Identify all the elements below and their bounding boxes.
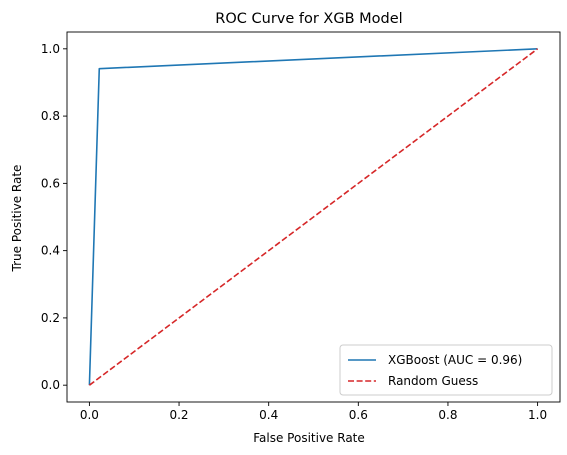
- x-tick-label-3: 0.6: [349, 408, 368, 422]
- x-tick-label-1: 0.2: [169, 408, 188, 422]
- legend-box: [339, 344, 553, 396]
- chart-title: ROC Curve for XGB Model: [215, 11, 402, 27]
- x-tick-label-4: 0.8: [438, 408, 457, 422]
- x-tick-label-0: 0.0: [80, 408, 99, 422]
- series-line-1: [88, 48, 539, 386]
- series-line-0: [88, 48, 538, 386]
- y-tick-label-0: 0.0: [41, 378, 60, 392]
- x-axis-label: False Positive Rate: [253, 431, 365, 445]
- legend: XGBoost (AUC = 0.96) Random Guess: [339, 344, 553, 396]
- y-tick-label-4: 0.8: [41, 109, 60, 123]
- x-tick-label-5: 1.0: [528, 408, 547, 422]
- legend-label-1: Random Guess: [388, 374, 478, 388]
- y-tick-label-1: 0.2: [41, 311, 60, 325]
- y-tick-label-5: 1.0: [41, 42, 60, 56]
- x-tick-label-2: 0.4: [259, 408, 278, 422]
- y-axis-label: True Positive Rate: [10, 165, 24, 273]
- plot-area: [66, 31, 561, 403]
- y-tick-label-2: 0.4: [41, 244, 60, 258]
- axis-ticks: 0.0 0.2 0.4 0.6 0.8 1.0 0.0 0.2 0.4 0.6 0.8 1.0: [41, 42, 547, 422]
- axes-frame: [66, 31, 561, 403]
- y-tick-label-3: 0.6: [41, 176, 60, 190]
- legend-label-0: XGBoost (AUC = 0.96): [388, 353, 522, 367]
